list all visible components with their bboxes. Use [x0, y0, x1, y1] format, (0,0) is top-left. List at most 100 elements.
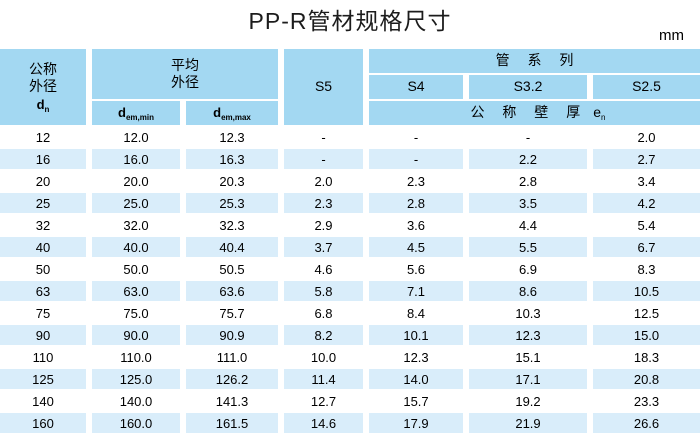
table-cell: 25.3: [186, 193, 278, 213]
table-cell: 12: [0, 127, 86, 147]
table-cell: 63.6: [186, 281, 278, 301]
table-cell: 5.4: [593, 215, 700, 235]
table-cell: 17.9: [369, 413, 463, 433]
table-cell: 6.8: [284, 303, 363, 323]
table-cell: 3.5: [469, 193, 587, 213]
table-cell: 18.3: [593, 347, 700, 367]
table-cell: 32.0: [92, 215, 180, 235]
table-cell: 10.0: [284, 347, 363, 367]
table-cell: 4.6: [284, 259, 363, 279]
table-cell: 4.2: [593, 193, 700, 213]
table-cell: 2.7: [593, 149, 700, 169]
header-average-od-line2: 外径: [171, 74, 199, 90]
table-cell: 20.0: [92, 171, 180, 191]
table-cell: 75.0: [92, 303, 180, 323]
header-average-od: 平均 外径: [92, 49, 278, 99]
table-cell: 40.0: [92, 237, 180, 257]
table-cell: 20.3: [186, 171, 278, 191]
table-cell: 90: [0, 325, 86, 345]
table-cell: 110: [0, 347, 86, 367]
table-cell: 141.3: [186, 391, 278, 411]
table-cell: 3.7: [284, 237, 363, 257]
table-cell: 5.8: [284, 281, 363, 301]
table-cell: 8.6: [469, 281, 587, 301]
header-wall-thickness-symbol: en: [593, 104, 606, 123]
table-cell: 16.0: [92, 149, 180, 169]
table-cell: 12.7: [284, 391, 363, 411]
table-cell: 3.4: [593, 171, 700, 191]
table-cell: 2.0: [593, 127, 700, 147]
table-cell: 50: [0, 259, 86, 279]
table-cell: 90.0: [92, 325, 180, 345]
table-cell: 2.9: [284, 215, 363, 235]
header-s5: S5: [284, 49, 363, 125]
table-cell: 140.0: [92, 391, 180, 411]
table-cell: 2.3: [369, 171, 463, 191]
table-cell: 32.3: [186, 215, 278, 235]
table-cell: 160: [0, 413, 86, 433]
table-cell: 14.0: [369, 369, 463, 389]
table-cell: 12.5: [593, 303, 700, 323]
table-cell: 4.5: [369, 237, 463, 257]
table-cell: 5.5: [469, 237, 587, 257]
table-cell: 2.3: [284, 193, 363, 213]
table-cell: 50.5: [186, 259, 278, 279]
header-pipe-series: 管 系 列: [369, 49, 700, 73]
table-cell: 140: [0, 391, 86, 411]
table-cell: 10.1: [369, 325, 463, 345]
header-s4: S4: [369, 75, 463, 99]
table-cell: 4.4: [469, 215, 587, 235]
table-cell: 6.7: [593, 237, 700, 257]
table-cell: 12.3: [369, 347, 463, 367]
table-cell: 15.7: [369, 391, 463, 411]
table-cell: 8.3: [593, 259, 700, 279]
table-cell: 63: [0, 281, 86, 301]
table-cell: 2.8: [369, 193, 463, 213]
table-cell: 12.0: [92, 127, 180, 147]
table-cell: 16.3: [186, 149, 278, 169]
table-cell: 21.9: [469, 413, 587, 433]
table-cell: 10.5: [593, 281, 700, 301]
table-cell: 8.2: [284, 325, 363, 345]
table-cell: 12.3: [469, 325, 587, 345]
header-nominal-od-line1: 公称: [29, 60, 57, 77]
table-cell: 2.8: [469, 171, 587, 191]
table-cell: 23.3: [593, 391, 700, 411]
table-cell: 15.0: [593, 325, 700, 345]
table-cell: 16: [0, 149, 86, 169]
table-cell: 14.6: [284, 413, 363, 433]
header-dem-min: dem,min: [92, 101, 180, 125]
table-cell: 126.2: [186, 369, 278, 389]
table-cell: 75: [0, 303, 86, 323]
header-wall-thickness: 公 称 壁 厚 en: [369, 101, 700, 125]
table-cell: -: [469, 127, 587, 147]
header-nominal-od-line2: 外径: [29, 78, 57, 95]
table-cell: 25: [0, 193, 86, 213]
table-cell: 110.0: [92, 347, 180, 367]
table-cell: 75.7: [186, 303, 278, 323]
table-cell: 2.2: [469, 149, 587, 169]
page-title: PP-R管材规格尺寸: [248, 8, 452, 34]
table-cell: 6.9: [469, 259, 587, 279]
spec-table: 公称 外径 dn 平均 外径 dem,min dem,max S5 管 系 列 …: [0, 49, 700, 433]
table-cell: 12.3: [186, 127, 278, 147]
table-cell: 40.4: [186, 237, 278, 257]
header-average-od-line1: 平均: [171, 56, 199, 73]
table-cell: 63.0: [92, 281, 180, 301]
unit-label: mm: [659, 27, 684, 44]
table-cell: 8.4: [369, 303, 463, 323]
table-cell: 20: [0, 171, 86, 191]
header-s3-2: S3.2: [469, 75, 587, 99]
table-cell: 50.0: [92, 259, 180, 279]
table-cell: 5.6: [369, 259, 463, 279]
table-cell: 7.1: [369, 281, 463, 301]
table-cell: -: [369, 149, 463, 169]
table-cell: 111.0: [186, 347, 278, 367]
table-cell: -: [369, 127, 463, 147]
table-cell: 125.0: [92, 369, 180, 389]
table-cell: -: [284, 127, 363, 147]
table-cell: 26.6: [593, 413, 700, 433]
table-cell: 15.1: [469, 347, 587, 367]
table-cell: 3.6: [369, 215, 463, 235]
